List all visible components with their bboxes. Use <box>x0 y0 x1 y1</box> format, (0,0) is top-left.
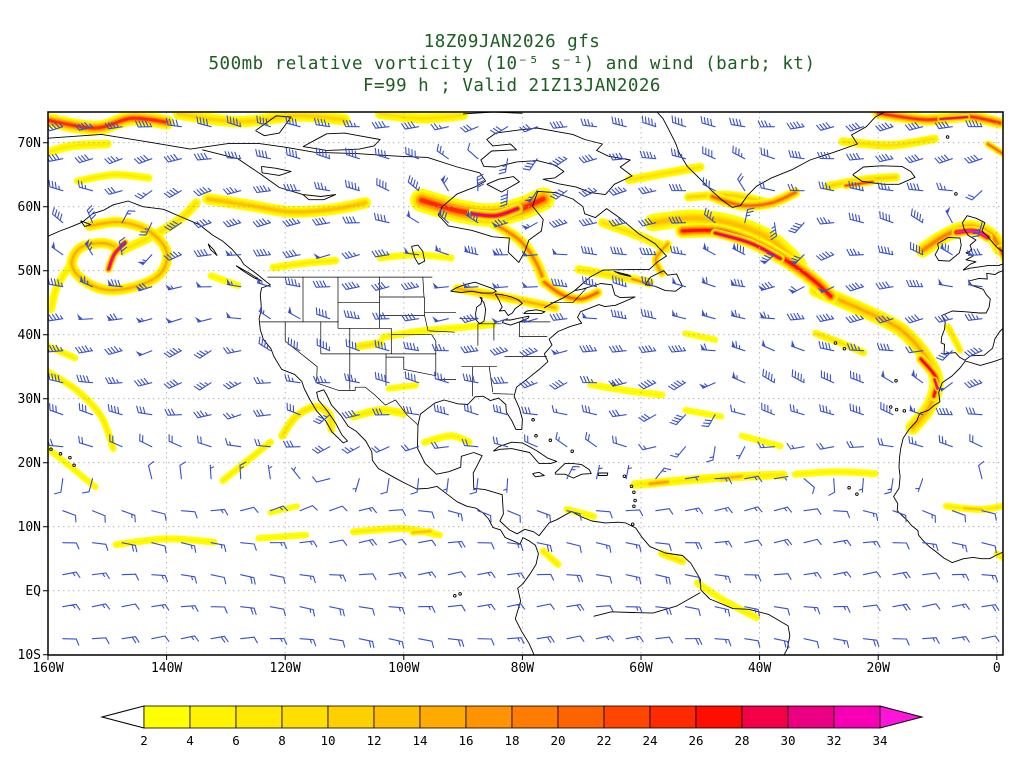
colorbar-over-arrow <box>879 705 924 729</box>
lon-label-20W: 20W <box>866 661 890 676</box>
latlon-grid-layer <box>48 112 1003 655</box>
lat-label-30N: 30N <box>18 392 41 407</box>
lon-label-100W: 100W <box>388 661 419 676</box>
colorbar-segment-16 <box>465 705 513 729</box>
colorbar-segment-26 <box>695 705 743 729</box>
colorbar-label-6: 6 <box>232 733 240 748</box>
lon-label-80W: 80W <box>511 661 535 676</box>
colorbar-under-arrow <box>100 705 145 729</box>
colorbar-label-28: 28 <box>734 733 749 748</box>
colorbar-segment-22 <box>603 705 651 729</box>
colorbar-segment-8 <box>281 705 329 729</box>
lat-label-50N: 50N <box>18 264 41 279</box>
vorticity-shading-layer <box>48 112 1003 622</box>
colorbar-segment-12 <box>373 705 421 729</box>
lat-label-10S: 10S <box>18 648 41 663</box>
colorbar-label-2: 2 <box>140 733 148 748</box>
map-frame <box>47 111 1004 656</box>
lat-label-20N: 20N <box>18 456 41 471</box>
colorbar-segment-6 <box>235 705 283 729</box>
colorbar-segment-32 <box>833 705 881 729</box>
colorbar-label-24: 24 <box>642 733 657 748</box>
colorbar-segment-10 <box>327 705 375 729</box>
lon-label-0: 0 <box>993 661 1001 676</box>
colorbar-segment-24 <box>649 705 697 729</box>
colorbar-segment-4 <box>189 705 237 729</box>
colorbar-segment-30 <box>787 705 835 729</box>
colorbar-segment-2 <box>143 705 191 729</box>
title-field-line: 500mb relative vorticity (10⁻⁵ s⁻¹) and … <box>208 54 816 74</box>
colorbar-label-34: 34 <box>872 733 887 748</box>
colorbar-label-30: 30 <box>780 733 795 748</box>
title-init-line: 18Z09JAN2026 gfs <box>423 32 601 52</box>
colorbar-segment-28 <box>741 705 789 729</box>
lon-label-40W: 40W <box>748 661 772 676</box>
colorbar-label-14: 14 <box>412 733 427 748</box>
lon-label-120W: 120W <box>270 661 301 676</box>
colorbar-label-26: 26 <box>688 733 703 748</box>
lon-label-160W: 160W <box>32 661 63 676</box>
colorbar-segment-14 <box>419 705 467 729</box>
lat-label-40N: 40N <box>18 328 41 343</box>
title-valid-line: F=99 h ; Valid 21Z13JAN2026 <box>363 76 661 96</box>
lat-label-10N: 10N <box>18 520 41 535</box>
wind-barb-layer <box>48 115 1000 649</box>
lon-label-140W: 140W <box>151 661 182 676</box>
chart-title-block: 18Z09JAN2026 gfs 500mb relative vorticit… <box>0 31 1024 97</box>
coastline-layer <box>48 112 1003 655</box>
colorbar-label-22: 22 <box>596 733 611 748</box>
colorbar-label-10: 10 <box>320 733 335 748</box>
colorbar-label-16: 16 <box>458 733 473 748</box>
colorbar-label-20: 20 <box>550 733 565 748</box>
colorbar-label-4: 4 <box>186 733 194 748</box>
lat-label-60N: 60N <box>18 200 41 215</box>
lat-label-EQ: EQ <box>25 584 41 599</box>
colorbar-label-8: 8 <box>278 733 286 748</box>
colorbar-label-32: 32 <box>826 733 841 748</box>
colorbar-segment-18 <box>511 705 559 729</box>
lat-label-70N: 70N <box>18 136 41 151</box>
colorbar-label-18: 18 <box>504 733 519 748</box>
colorbar-label-12: 12 <box>366 733 381 748</box>
colorbar-segment-20 <box>557 705 605 729</box>
lon-label-60W: 60W <box>629 661 653 676</box>
colorbar: 2 4 6 8 10 12 14 16 18 20 22 24 26 28 30 32 34 <box>100 705 924 748</box>
